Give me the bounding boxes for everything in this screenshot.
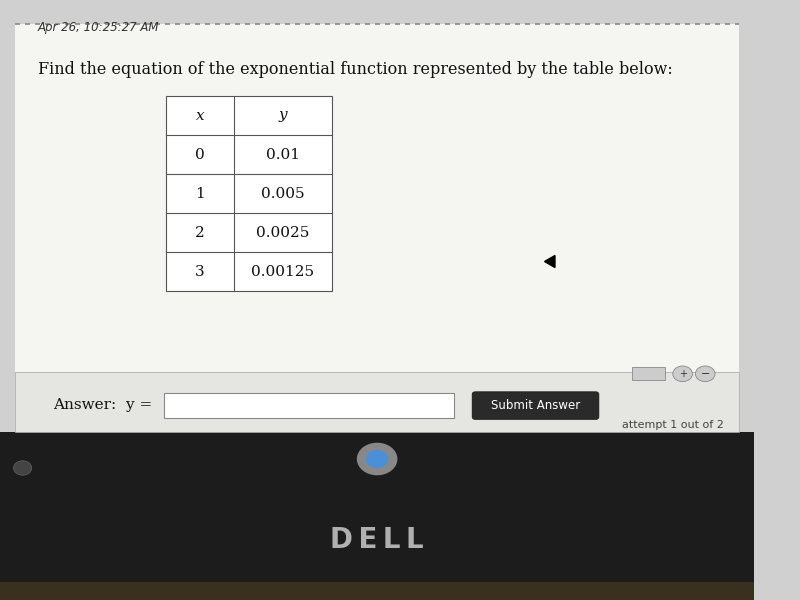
Text: Find the equation of the exponential function represented by the table below:: Find the equation of the exponential fun… bbox=[38, 61, 673, 77]
Text: 2: 2 bbox=[195, 226, 205, 239]
Text: Answer:  y =: Answer: y = bbox=[53, 398, 152, 412]
FancyBboxPatch shape bbox=[165, 393, 454, 418]
Circle shape bbox=[366, 451, 388, 467]
Text: −: − bbox=[701, 369, 710, 379]
FancyBboxPatch shape bbox=[166, 96, 332, 291]
Text: 1: 1 bbox=[195, 187, 205, 200]
Text: x: x bbox=[195, 109, 204, 122]
Text: Submit Answer: Submit Answer bbox=[491, 399, 580, 412]
Text: y: y bbox=[278, 109, 287, 122]
Circle shape bbox=[673, 366, 693, 382]
Text: attempt 1 out of 2: attempt 1 out of 2 bbox=[622, 420, 724, 430]
Circle shape bbox=[14, 461, 32, 475]
Text: +: + bbox=[678, 369, 686, 379]
FancyBboxPatch shape bbox=[0, 582, 754, 600]
Text: 0.0025: 0.0025 bbox=[256, 226, 310, 239]
FancyBboxPatch shape bbox=[632, 367, 666, 380]
Text: 0.005: 0.005 bbox=[261, 187, 305, 200]
FancyBboxPatch shape bbox=[0, 432, 754, 600]
Text: 3: 3 bbox=[195, 265, 205, 278]
Text: 0: 0 bbox=[195, 148, 205, 161]
FancyBboxPatch shape bbox=[15, 372, 739, 432]
Text: Apr 26, 10:25:27 AM: Apr 26, 10:25:27 AM bbox=[38, 20, 159, 34]
Circle shape bbox=[358, 443, 397, 475]
FancyBboxPatch shape bbox=[15, 24, 739, 372]
Circle shape bbox=[695, 366, 715, 382]
Text: 0.01: 0.01 bbox=[266, 148, 300, 161]
Text: D E L L: D E L L bbox=[330, 526, 424, 554]
FancyBboxPatch shape bbox=[472, 392, 599, 419]
Text: 0.00125: 0.00125 bbox=[251, 265, 314, 278]
